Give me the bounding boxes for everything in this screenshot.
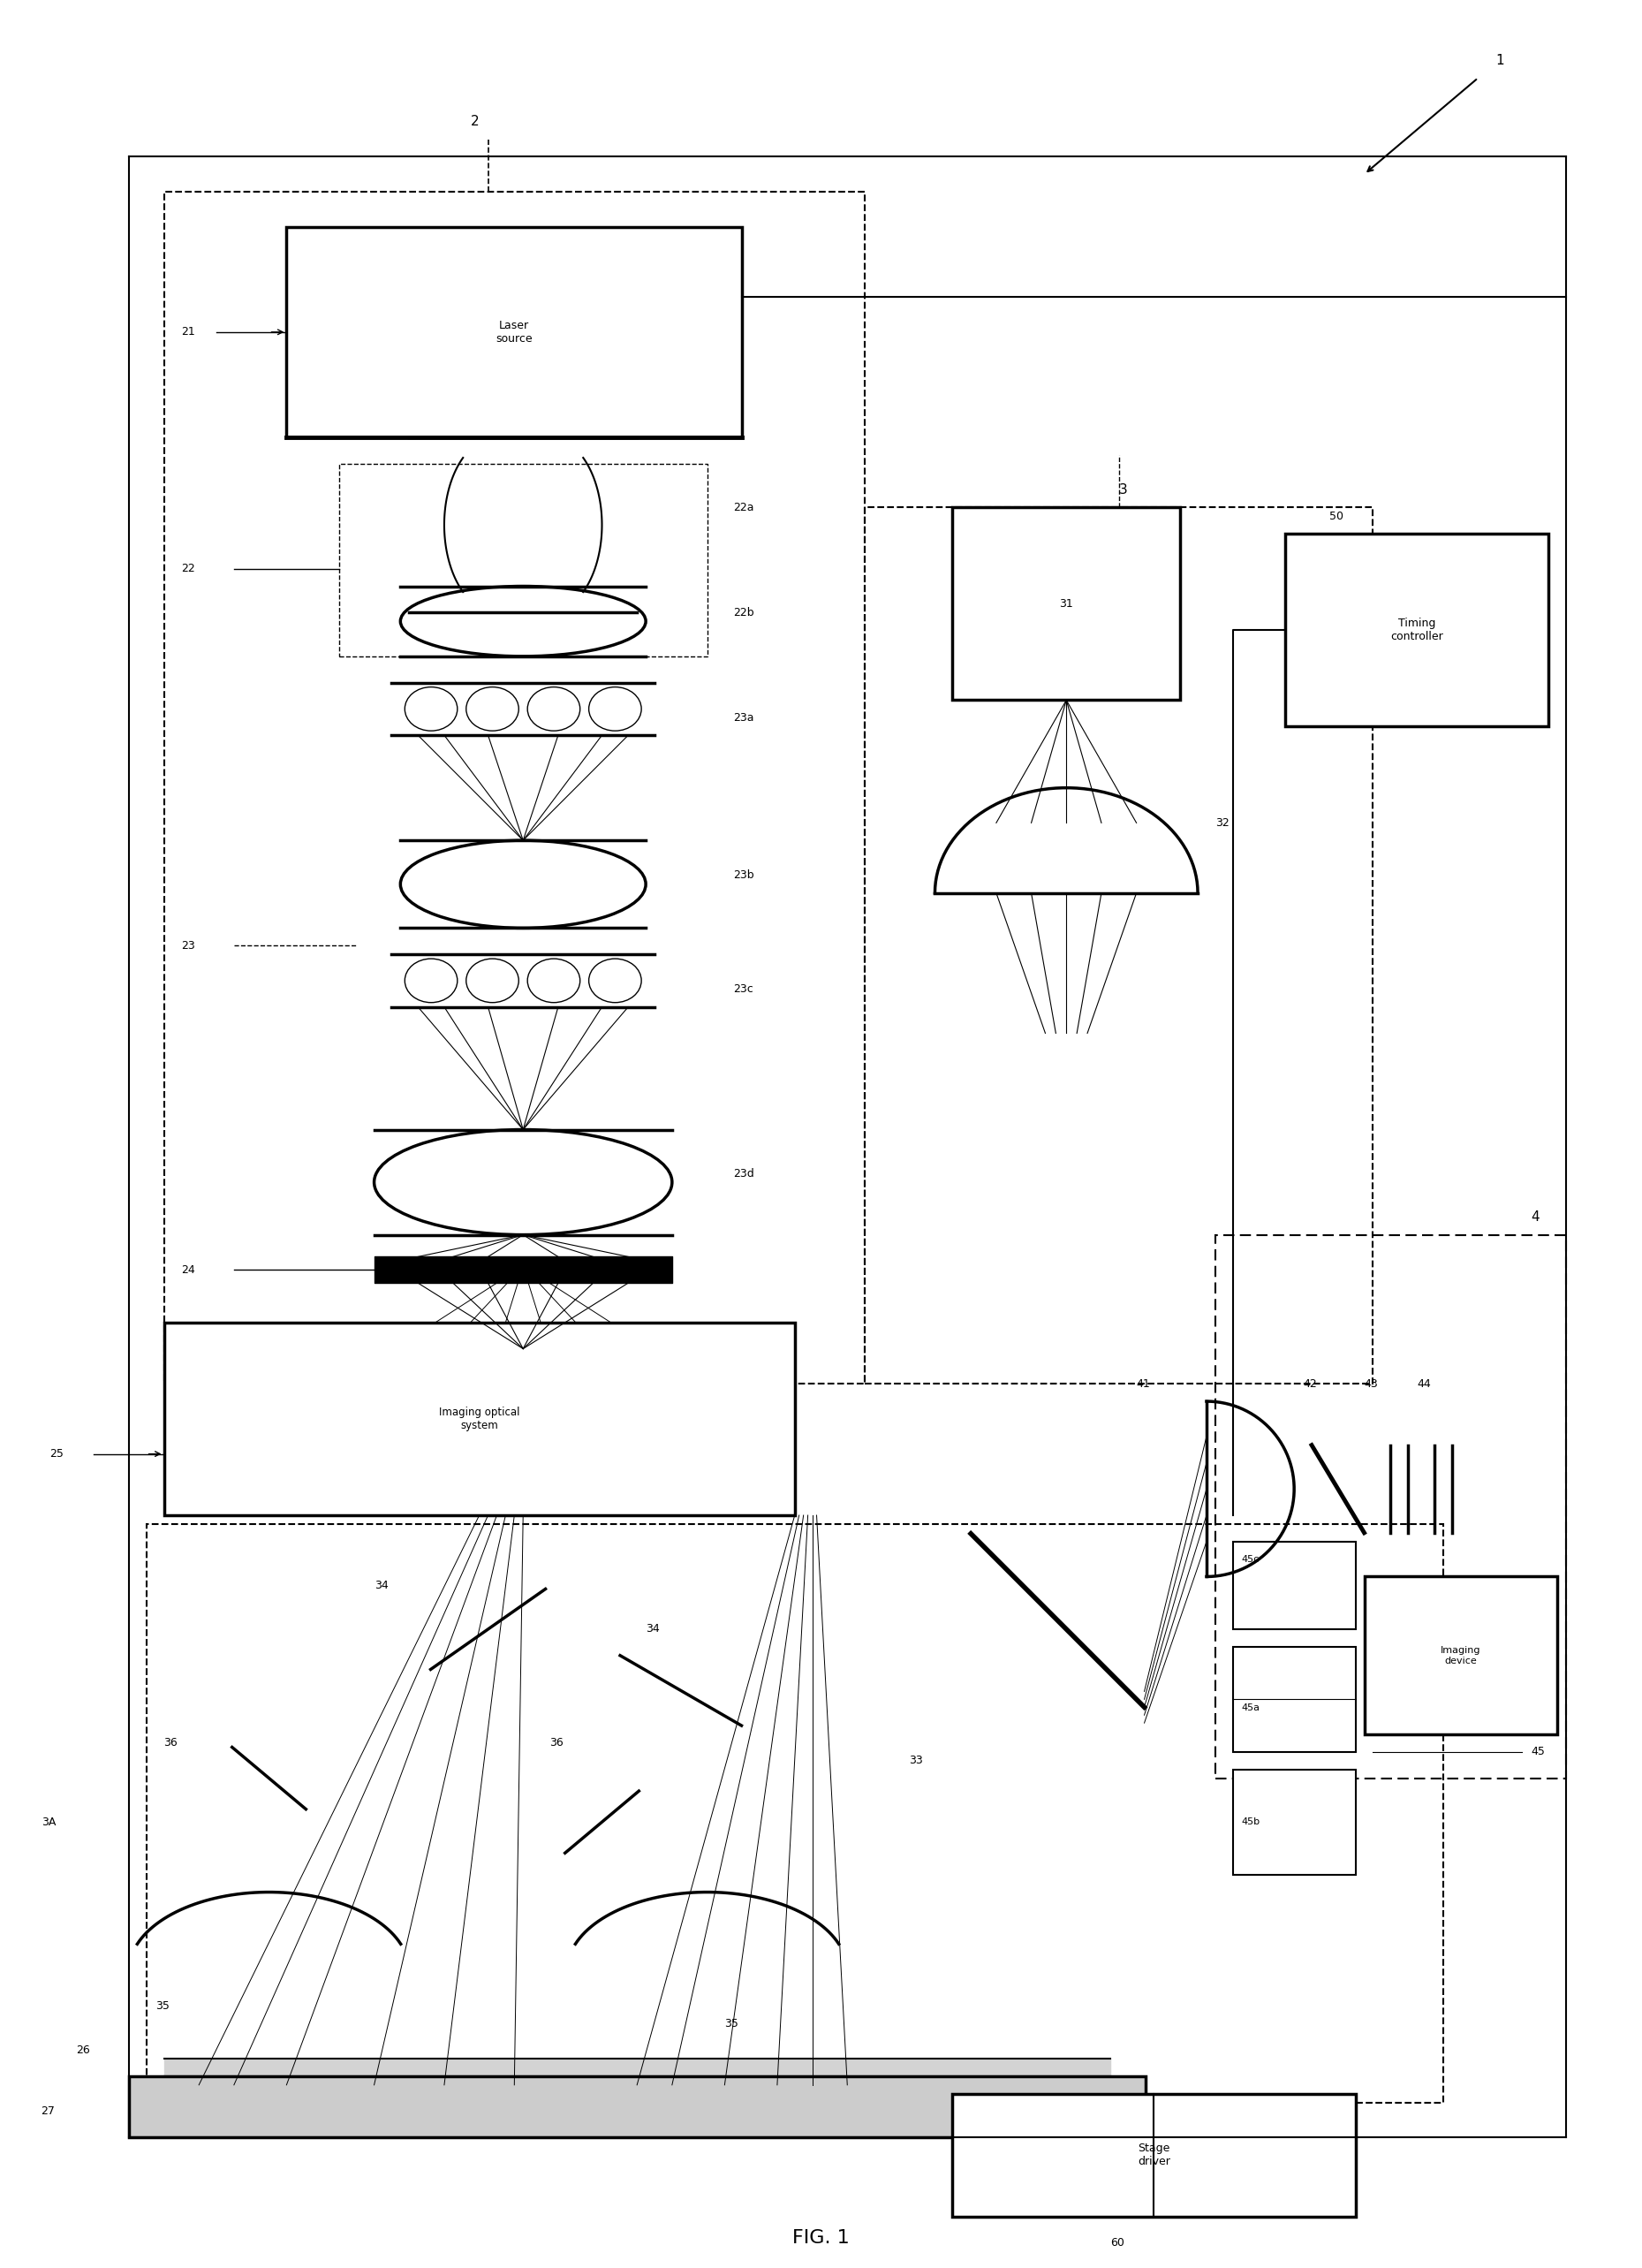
Polygon shape bbox=[952, 2093, 1356, 2216]
Text: 43: 43 bbox=[1365, 1379, 1378, 1390]
Text: 23a: 23a bbox=[734, 712, 754, 723]
Polygon shape bbox=[286, 227, 742, 438]
Polygon shape bbox=[1233, 1769, 1356, 1876]
Ellipse shape bbox=[589, 687, 642, 730]
Text: 4: 4 bbox=[1530, 1211, 1539, 1225]
Text: 42: 42 bbox=[1302, 1379, 1317, 1390]
Text: 33: 33 bbox=[908, 1755, 923, 1767]
Text: 41: 41 bbox=[1136, 1379, 1151, 1390]
Text: 34: 34 bbox=[374, 1579, 388, 1592]
Text: 31: 31 bbox=[1059, 599, 1074, 610]
Text: 22b: 22b bbox=[734, 608, 754, 619]
Text: 32: 32 bbox=[1215, 816, 1230, 828]
Polygon shape bbox=[1286, 533, 1548, 726]
Text: 22a: 22a bbox=[734, 501, 754, 513]
Ellipse shape bbox=[466, 687, 519, 730]
Ellipse shape bbox=[527, 959, 580, 1002]
Ellipse shape bbox=[406, 959, 458, 1002]
Text: Stage
driver: Stage driver bbox=[1138, 2143, 1171, 2168]
Text: 23: 23 bbox=[181, 939, 195, 950]
Ellipse shape bbox=[466, 959, 519, 1002]
Text: Imaging
device: Imaging device bbox=[1440, 1647, 1481, 1665]
Text: 50: 50 bbox=[1328, 510, 1343, 522]
Text: 36: 36 bbox=[164, 1737, 177, 1749]
Text: 22: 22 bbox=[181, 562, 195, 574]
Text: Laser
source: Laser source bbox=[496, 320, 532, 345]
Text: 23c: 23c bbox=[734, 984, 754, 996]
Text: 24: 24 bbox=[181, 1263, 195, 1275]
Ellipse shape bbox=[401, 841, 645, 928]
Text: 23b: 23b bbox=[734, 869, 754, 882]
Text: 3: 3 bbox=[1118, 483, 1128, 497]
Polygon shape bbox=[128, 2075, 1144, 2136]
Text: 26: 26 bbox=[76, 2043, 90, 2055]
Text: 27: 27 bbox=[41, 2105, 56, 2116]
Ellipse shape bbox=[589, 959, 642, 1002]
Text: 1: 1 bbox=[1496, 54, 1504, 68]
Text: 23d: 23d bbox=[734, 1168, 754, 1179]
Text: 3A: 3A bbox=[41, 1817, 56, 1828]
Text: 45a: 45a bbox=[1241, 1703, 1259, 1712]
Ellipse shape bbox=[374, 1129, 672, 1234]
Text: Timing
controller: Timing controller bbox=[1391, 617, 1443, 642]
Text: 45b: 45b bbox=[1241, 1817, 1261, 1826]
Polygon shape bbox=[1233, 1647, 1356, 1751]
Text: FIG. 1: FIG. 1 bbox=[793, 2229, 849, 2248]
Text: 44: 44 bbox=[1417, 1379, 1430, 1390]
Text: 36: 36 bbox=[550, 1737, 563, 1749]
Text: 21: 21 bbox=[181, 327, 195, 338]
Polygon shape bbox=[1365, 1576, 1557, 1735]
Text: 2: 2 bbox=[471, 116, 479, 129]
Text: Imaging optical
system: Imaging optical system bbox=[438, 1406, 519, 1431]
Text: 35: 35 bbox=[724, 2019, 739, 2030]
Text: 25: 25 bbox=[49, 1449, 64, 1461]
Text: 45c: 45c bbox=[1241, 1554, 1259, 1563]
Ellipse shape bbox=[406, 687, 458, 730]
Text: 60: 60 bbox=[1110, 2236, 1125, 2248]
Polygon shape bbox=[164, 1322, 795, 1515]
Polygon shape bbox=[1233, 1542, 1356, 1628]
Text: 45: 45 bbox=[1530, 1746, 1545, 1758]
Ellipse shape bbox=[401, 585, 645, 655]
Text: 34: 34 bbox=[645, 1624, 660, 1635]
Polygon shape bbox=[952, 508, 1181, 701]
Ellipse shape bbox=[527, 687, 580, 730]
Text: 35: 35 bbox=[154, 2000, 169, 2012]
